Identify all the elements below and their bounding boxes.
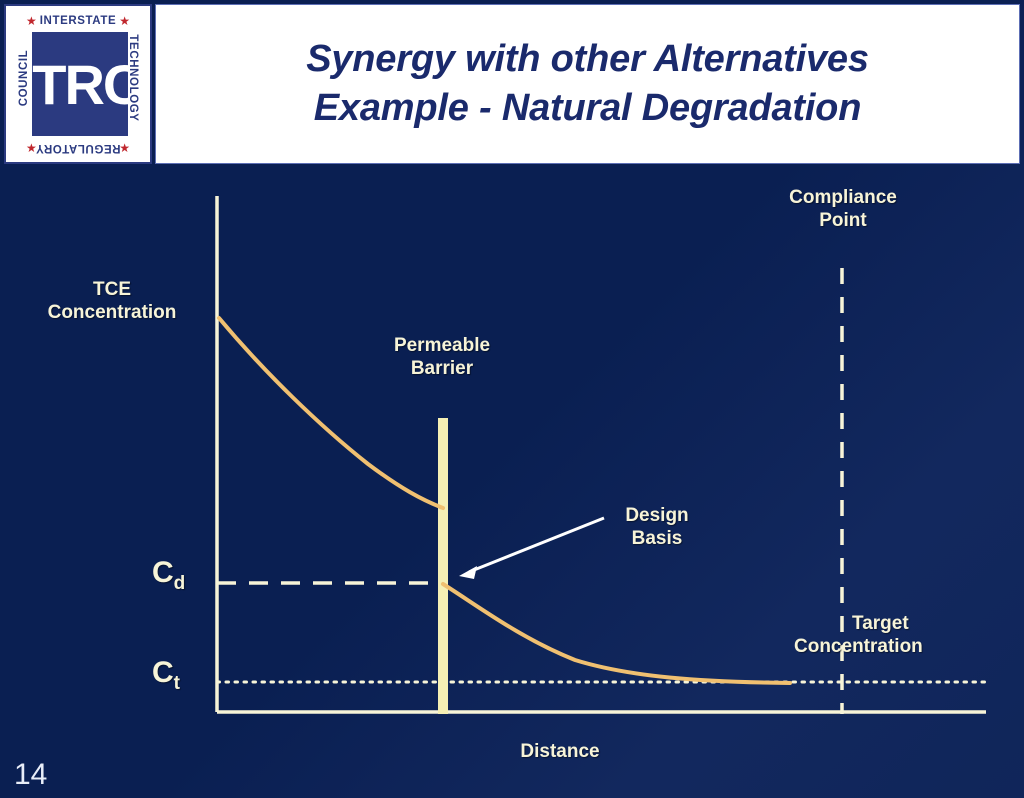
design-basis-label: Design Basis <box>602 504 712 550</box>
y-axis-label-line-1: TCE <box>93 279 131 300</box>
compliance-point-label: Compliance Point <box>748 186 938 232</box>
target-concentration-label-line-2: Concentration <box>794 636 923 658</box>
cd-axis-symbol: Cd <box>152 556 185 595</box>
y-axis-label-line-2: Concentration <box>47 302 177 324</box>
star-icon-top-right: ★ <box>119 14 130 28</box>
page-title-line-2: Example - Natural Degradation <box>313 87 862 129</box>
permeable-barrier-label-line-1: Permeable <box>393 335 491 356</box>
permeable-barrier-label: Permeable Barrier <box>347 334 537 380</box>
slide-title-box: Synergy with other Alternatives Example … <box>155 4 1020 164</box>
design-basis-label-line-1: Design <box>625 505 689 526</box>
permeable-barrier-bar <box>438 418 448 714</box>
logo-text-left: COUNCIL <box>18 49 30 107</box>
page-title-line-1: Synergy with other Alternatives <box>306 38 869 81</box>
ct-symbol-base: C <box>152 656 174 689</box>
ct-axis-symbol: Ct <box>152 656 180 695</box>
y-axis-label: TCE Concentration <box>22 278 202 324</box>
concentration-profile-chart <box>215 196 988 714</box>
design-basis-arrow <box>459 516 605 579</box>
chart-container: TCE Concentration Permeable Barrier Comp… <box>0 168 1024 798</box>
concentration-curve-downgradient <box>441 582 792 685</box>
design-basis-label-line-2: Basis <box>631 528 683 550</box>
x-axis-label: Distance <box>520 741 600 762</box>
concentration-curve-upgradient <box>217 316 445 510</box>
star-icon-bottom-left: ★ <box>26 141 37 155</box>
compliance-point-label-line-1: Compliance <box>789 187 897 208</box>
compliance-point-label-line-2: Point <box>819 210 867 232</box>
slide-page-number: 14 <box>14 758 48 791</box>
target-concentration-label-line-1: Target <box>852 613 909 634</box>
cd-symbol-subscript: d <box>173 573 186 594</box>
itrc-logo: ITRC INTERSTATE REGULATORY COUNCIL TECHN… <box>4 4 152 164</box>
star-icon-top-left: ★ <box>26 14 37 28</box>
target-concentration-label: Target Concentration <box>794 612 1006 658</box>
slide-header: ITRC INTERSTATE REGULATORY COUNCIL TECHN… <box>0 0 1024 168</box>
logo-text-top: INTERSTATE <box>39 15 117 27</box>
logo-text-right: TECHNOLOGY <box>127 34 139 122</box>
logo-acronym: ITRC <box>18 52 144 116</box>
logo-square-icon <box>32 32 128 136</box>
cd-symbol-base: C <box>152 556 174 589</box>
ct-symbol-subscript: t <box>173 673 180 694</box>
star-icon-bottom-right: ★ <box>119 141 130 155</box>
permeable-barrier-label-line-2: Barrier <box>410 358 474 380</box>
logo-inner: ITRC INTERSTATE REGULATORY COUNCIL TECHN… <box>6 6 150 162</box>
